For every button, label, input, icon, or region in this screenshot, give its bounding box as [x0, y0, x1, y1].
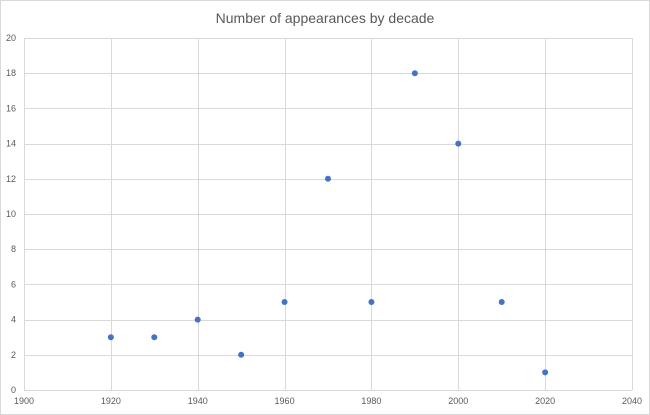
y-tick-label: 6: [11, 279, 16, 289]
x-tick-label: 1900: [14, 396, 34, 406]
data-point: [238, 351, 245, 358]
data-point: [542, 369, 549, 376]
x-tick-label: 1980: [361, 396, 381, 406]
y-tick-label: 8: [11, 244, 16, 254]
y-tick-label: 20: [6, 33, 16, 43]
data-points: [107, 70, 549, 376]
grid-lines: [24, 38, 633, 391]
data-point: [281, 299, 288, 305]
x-tick-label: 2000: [448, 396, 468, 406]
data-point: [107, 334, 114, 341]
data-point: [325, 175, 331, 182]
data-point: [411, 70, 418, 77]
y-tick-label: 4: [11, 315, 16, 325]
x-tick-label: 2040: [622, 396, 642, 406]
chart-title: Number of appearances by decade: [215, 10, 435, 26]
x-tick-label: 1920: [101, 396, 121, 406]
data-point: [151, 334, 158, 341]
x-tick-label: 1940: [188, 396, 208, 406]
data-point: [194, 316, 201, 323]
x-tick-label: 1960: [275, 396, 295, 406]
data-point: [368, 299, 375, 305]
y-tick-label: 16: [6, 103, 16, 113]
y-tick-label: 18: [6, 68, 16, 78]
y-tick-label: 0: [11, 385, 16, 395]
y-axis-tick-labels: 0 2 4 6 8 10 12 14 16 18 20: [6, 33, 16, 395]
y-tick-label: 12: [6, 174, 16, 184]
y-tick-label: 10: [6, 209, 16, 219]
data-point: [498, 299, 505, 305]
y-tick-label: 2: [11, 350, 16, 360]
data-point: [455, 140, 462, 147]
x-axis-tick-labels: 1900 1920 1940 1960 1980 2000 2020 2040: [14, 396, 642, 406]
y-tick-label: 14: [6, 139, 16, 149]
x-tick-label: 2020: [535, 396, 555, 406]
